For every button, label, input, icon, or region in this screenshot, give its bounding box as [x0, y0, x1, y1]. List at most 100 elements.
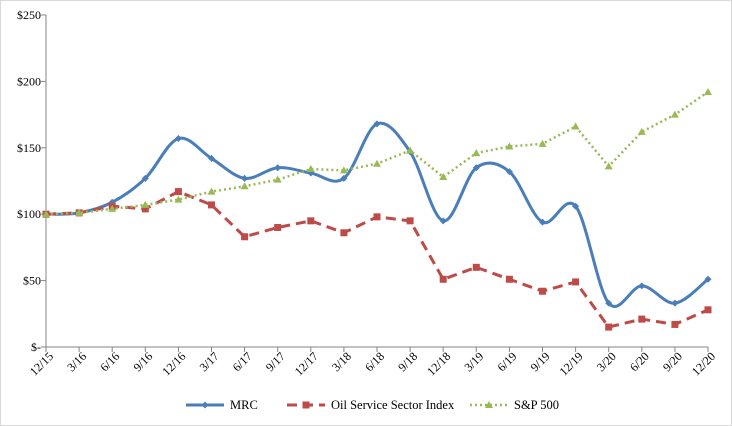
x-tick-label: 12/20 — [689, 349, 718, 378]
axes — [41, 14, 709, 352]
data-point — [472, 263, 480, 271]
data-point — [671, 320, 679, 328]
data-point — [439, 173, 448, 181]
x-tick-labels: 12/15 3/16 6/16 9/16 12/16 3/17 6/17 9/17 12/17 3… — [27, 349, 718, 378]
y-tick-label: $100 — [17, 207, 41, 221]
data-point — [241, 174, 249, 182]
data-point — [141, 200, 150, 208]
legend-label: MRC — [230, 398, 258, 412]
y-tick-label: $200 — [17, 74, 41, 88]
data-point — [274, 223, 282, 231]
data-point — [572, 278, 580, 286]
data-point — [340, 229, 348, 237]
data-point — [539, 287, 546, 295]
data-point — [670, 110, 679, 118]
data-point — [208, 201, 215, 209]
x-tick-label: 9/20 — [660, 349, 685, 374]
x-tick-label: 6/19 — [495, 349, 520, 374]
data-point — [306, 165, 315, 173]
data-point — [141, 205, 149, 213]
series-1 — [42, 188, 712, 331]
y-tick-label: $150 — [17, 141, 41, 155]
x-tick-label: 3/18 — [329, 349, 354, 374]
x-tick-label: 6/20 — [627, 349, 652, 374]
data-point — [571, 122, 580, 130]
y-tick-label: $- — [31, 340, 41, 354]
data-point — [273, 175, 282, 183]
x-tick-label: 3/20 — [594, 349, 619, 374]
data-point — [42, 210, 50, 218]
x-tick-label: 12/17 — [292, 349, 321, 378]
series-line — [45, 90, 709, 216]
x-tick-label: 9/16 — [130, 349, 155, 374]
x-tick-label: 3/16 — [64, 349, 89, 374]
data-point — [174, 188, 182, 196]
x-tick-label: 3/17 — [197, 349, 222, 374]
legend-label: Oil Service Sector Index — [331, 398, 455, 412]
data-point — [538, 139, 547, 147]
legend-item: MRC — [186, 398, 258, 412]
data-point — [174, 135, 182, 143]
legend: MRC Oil Service Sector Index S&P 500 — [186, 398, 559, 412]
data-point — [75, 208, 84, 216]
data-point — [671, 299, 679, 307]
data-point — [339, 166, 348, 174]
series-line — [45, 121, 709, 308]
y-tick-labels: $- $50 $100 $150 $200 $250 — [17, 8, 41, 354]
x-tick-label: 6/18 — [362, 349, 387, 374]
data-point — [704, 275, 712, 283]
data-point — [505, 142, 514, 150]
x-tick-label: 6/17 — [230, 349, 255, 374]
legend-item: S&P 500 — [470, 398, 559, 412]
x-tick-label: 9/19 — [528, 349, 553, 374]
data-point — [572, 202, 580, 210]
data-point — [373, 159, 381, 167]
x-tick-label: 9/17 — [263, 349, 288, 374]
y-tick-label: $250 — [17, 8, 41, 22]
data-point — [638, 282, 646, 290]
data-point — [439, 275, 447, 283]
data-point — [141, 174, 149, 182]
data-point — [505, 275, 513, 283]
data-point — [406, 146, 415, 154]
legend-label: S&P 500 — [514, 398, 559, 412]
data-point — [241, 233, 249, 241]
data-point — [605, 323, 613, 331]
data-point — [704, 306, 712, 314]
data-point — [274, 164, 282, 172]
series-2 — [42, 88, 712, 218]
data-point — [505, 168, 513, 176]
x-tick-label: 6/16 — [97, 349, 122, 374]
data-point — [240, 182, 249, 190]
data-point — [406, 217, 414, 225]
data-point — [704, 88, 712, 96]
y-tick-label: $50 — [23, 274, 41, 288]
data-point — [340, 174, 348, 182]
legend-item: Oil Service Sector Index — [287, 398, 455, 412]
data-point — [439, 217, 447, 225]
legend-swatch-marker — [485, 401, 493, 408]
x-tick-label: 12/18 — [424, 349, 453, 378]
data-point — [373, 120, 381, 128]
x-tick-label: 9/18 — [395, 349, 420, 374]
x-tick-label: 12/16 — [159, 349, 188, 378]
data-point — [605, 299, 613, 307]
legend-swatch-marker — [201, 401, 209, 409]
data-point — [373, 213, 381, 221]
data-point — [208, 154, 215, 162]
data-point — [108, 204, 117, 212]
x-tick-label: 12/19 — [556, 349, 585, 378]
data-point — [539, 218, 546, 226]
data-point — [604, 162, 613, 170]
series-group — [42, 88, 712, 331]
data-point — [472, 149, 481, 157]
data-point — [472, 164, 480, 172]
data-point — [307, 217, 315, 225]
data-point — [207, 187, 216, 195]
data-point — [174, 195, 183, 203]
legend-swatch-marker — [302, 401, 310, 409]
x-tick-label: 3/19 — [461, 349, 486, 374]
data-point — [637, 127, 646, 135]
data-point — [638, 315, 646, 323]
